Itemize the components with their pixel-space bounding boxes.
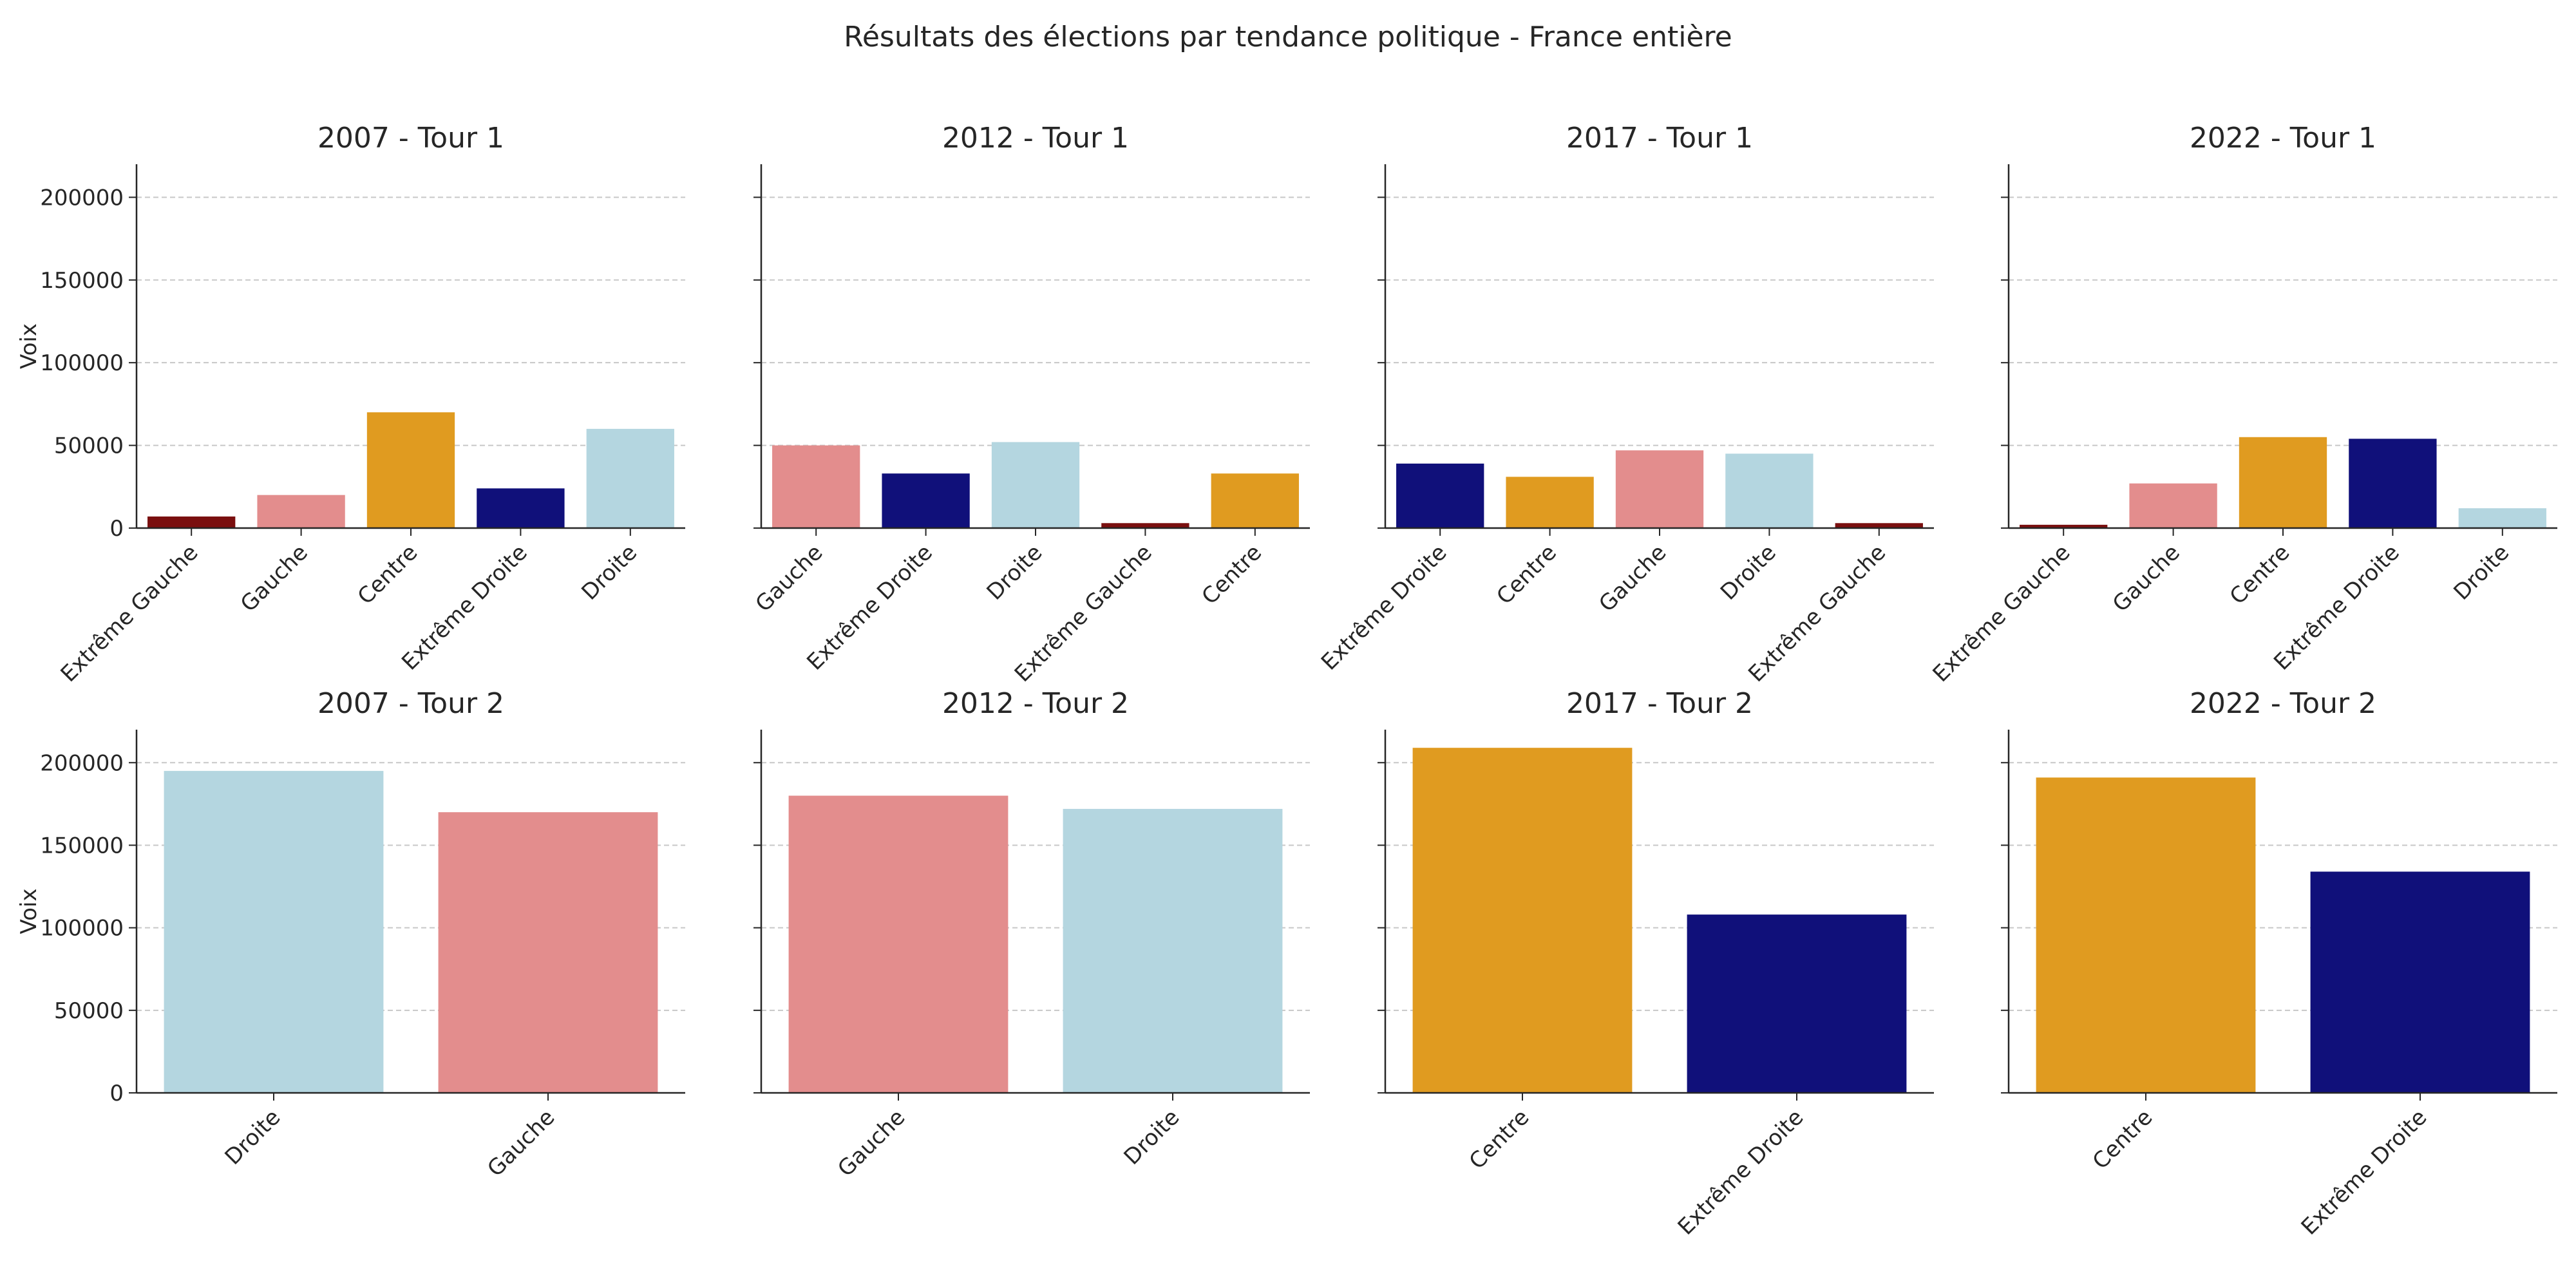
x-tick-label: Extrême Droite (1316, 540, 1452, 676)
panel-title: 2007 - Tour 2 (317, 687, 504, 720)
x-tick-label: Gauche (482, 1104, 560, 1182)
bar-centre (1506, 477, 1594, 528)
x-tick-label: Gauche (750, 540, 828, 617)
x-tick-label: Droite (220, 1104, 286, 1170)
x-tick-label: Gauche (833, 1104, 910, 1182)
y-tick-label: 150000 (40, 833, 124, 858)
bar-droite (2458, 508, 2546, 528)
bar-extreme-droite (1396, 463, 1484, 528)
bar-gauche (438, 812, 658, 1093)
bar-gauche (788, 795, 1009, 1093)
chart-panels: 0 50000 100000 150000 200000 Extrême Gauche Ga… (16, 122, 2557, 1240)
bar-extreme-droite (1687, 914, 1907, 1093)
x-tick-label: Gauche (236, 540, 313, 617)
bar-extreme-droite (2310, 871, 2530, 1093)
y-tick-label: 0 (109, 516, 124, 542)
y-tick-label: 150000 (40, 268, 124, 294)
bar-gauche (772, 445, 860, 528)
y-tick-label: 0 (109, 1081, 124, 1106)
bar-centre (2239, 437, 2327, 528)
x-tick-label: Centre (1197, 540, 1267, 610)
bar-gauche (1615, 450, 1704, 528)
figure-title: Résultats des élections par tendance pol… (844, 21, 1732, 53)
bar-extreme-gauche (1835, 523, 1923, 528)
x-tick-label: Centre (2225, 540, 2295, 610)
panel-title: 2012 - Tour 1 (942, 122, 1129, 155)
x-tick-label: Droite (1119, 1104, 1185, 1170)
bar-extreme-droite (477, 488, 565, 528)
y-axis-label: Voix (16, 889, 42, 934)
bar-centre (1211, 473, 1299, 528)
x-tick-label: Centre (2088, 1104, 2158, 1175)
x-tick-label: Droite (576, 540, 642, 605)
x-tick-label: Droite (982, 540, 1048, 605)
bar-droite (164, 771, 384, 1093)
bar-droite (1063, 809, 1283, 1093)
panel-2007-tour-1: 0 50000 100000 150000 200000 Extrême Gauche Ga… (16, 122, 685, 687)
panel-2022-tour-2: Centre Extrême Droite 2022 - Tour 2 (2001, 687, 2557, 1240)
panel-2017-tour-2: Centre Extrême Droite 2017 - Tour 2 (1378, 687, 1934, 1240)
y-tick-label: 100000 (40, 916, 124, 942)
x-tick-label: Centre (1464, 1104, 1535, 1175)
x-tick-label: Centre (353, 540, 423, 610)
bar-extreme-gauche (2020, 524, 2108, 528)
bar-gauche (257, 495, 345, 528)
bar-centre (2036, 777, 2256, 1093)
x-tick-label: Extrême Droite (2297, 1104, 2432, 1240)
y-tick-label: 200000 (40, 185, 124, 211)
panel-title: 2012 - Tour 2 (942, 687, 1129, 720)
x-tick-label: Centre (1492, 540, 1562, 610)
x-tick-label: Droite (2448, 540, 2514, 605)
panel-2017-tour-1: Extrême Droite Centre Gauche DroiteExtrême … (1316, 122, 1934, 687)
bar-extreme-droite (882, 473, 970, 528)
bar-centre (366, 412, 455, 528)
x-tick-label: Gauche (2108, 540, 2185, 617)
y-tick-label: 50000 (54, 998, 124, 1024)
bar-centre (1412, 748, 1633, 1093)
y-tick-label: 50000 (54, 433, 124, 459)
panel-2012-tour-2: Gauche Droite 2012 - Tour 2 (753, 687, 1310, 1182)
bar-droite (586, 428, 674, 528)
panel-title: 2022 - Tour 1 (2190, 122, 2376, 155)
bar-droite (1725, 453, 1814, 528)
x-tick-label: Extrême Gauche (56, 540, 204, 687)
bar-extreme-gauche (1101, 523, 1189, 528)
bar-extreme-gauche (147, 516, 236, 528)
y-tick-label: 100000 (40, 350, 124, 376)
y-axis-label: Voix (16, 323, 42, 369)
panel-title: 2022 - Tour 2 (2190, 687, 2376, 720)
panel-title: 2007 - Tour 1 (317, 122, 504, 155)
panel-title: 2017 - Tour 1 (1566, 122, 1753, 155)
x-tick-label: Extrême Droite (1673, 1104, 1809, 1240)
bar-droite (991, 442, 1080, 528)
x-tick-label: Gauche (1594, 540, 1671, 617)
bar-gauche (2129, 483, 2217, 528)
x-tick-label: Extrême Gauche (1928, 540, 2076, 687)
y-tick-label: 200000 (40, 750, 124, 776)
panel-title: 2017 - Tour 2 (1566, 687, 1753, 720)
panel-2007-tour-2: 0 50000 100000 150000 200000 Droite Gauche 2007… (16, 687, 685, 1182)
bar-extreme-droite (2349, 439, 2437, 528)
x-tick-label: Droite (1716, 540, 1781, 605)
